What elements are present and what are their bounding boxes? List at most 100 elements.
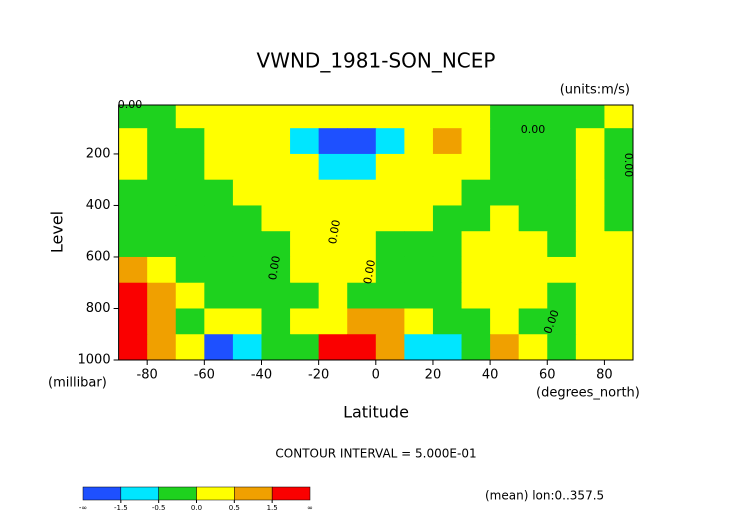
field-cell bbox=[547, 334, 577, 361]
field-cell bbox=[518, 179, 548, 206]
field-cell bbox=[347, 334, 377, 361]
field-cell bbox=[490, 153, 520, 181]
field-cell bbox=[347, 153, 377, 181]
colorbar-swatch bbox=[120, 486, 159, 501]
field-cell bbox=[404, 256, 434, 284]
field-cell bbox=[375, 179, 405, 206]
field-cell bbox=[147, 256, 177, 284]
field-cell bbox=[147, 105, 177, 129]
field-cell bbox=[518, 231, 548, 258]
field-cell bbox=[318, 153, 348, 181]
field-cell bbox=[204, 334, 234, 361]
field-cell bbox=[461, 179, 491, 206]
field-cell bbox=[232, 282, 262, 309]
field-cell bbox=[375, 308, 405, 335]
field-cell bbox=[118, 256, 148, 284]
field-cell bbox=[232, 256, 262, 284]
field-cell bbox=[175, 179, 205, 206]
note: (mean) lon:0..357.5 bbox=[485, 489, 604, 503]
field-cell bbox=[232, 153, 262, 181]
field-cell bbox=[204, 128, 234, 155]
field-cell bbox=[490, 205, 520, 232]
field-cell bbox=[575, 153, 605, 181]
field-cell bbox=[375, 105, 405, 129]
field-cell bbox=[547, 153, 577, 181]
field-cell bbox=[175, 256, 205, 284]
y-tick-label: 800 bbox=[86, 301, 111, 316]
field-cell bbox=[490, 105, 520, 129]
field-cell bbox=[318, 256, 348, 284]
field-cell bbox=[461, 105, 491, 129]
field-cell bbox=[261, 256, 291, 284]
field-cell bbox=[575, 231, 605, 258]
field-cell bbox=[318, 205, 348, 232]
field-cell bbox=[604, 128, 634, 155]
field-cell bbox=[432, 308, 463, 335]
field-cell bbox=[604, 334, 634, 361]
field-cell bbox=[118, 105, 148, 129]
field-cell bbox=[118, 179, 148, 206]
field-cell bbox=[261, 128, 291, 155]
field-cell bbox=[547, 179, 577, 206]
field-cell bbox=[404, 128, 434, 155]
field-cell bbox=[404, 308, 434, 335]
field-cell bbox=[232, 179, 262, 206]
y-tick-label: 600 bbox=[86, 249, 111, 264]
field-cell bbox=[261, 231, 291, 258]
field-cell bbox=[575, 105, 605, 129]
field-cell bbox=[461, 231, 491, 258]
field-cell bbox=[118, 153, 148, 181]
field-cell bbox=[232, 128, 262, 155]
field-cell bbox=[490, 282, 520, 309]
field-cell bbox=[518, 334, 548, 361]
field-cell bbox=[547, 205, 577, 232]
colorbar-swatch bbox=[271, 486, 311, 501]
field-cell bbox=[232, 334, 262, 361]
x-tick-label: -40 bbox=[251, 368, 272, 383]
colorbar-end: ∞ bbox=[307, 504, 313, 512]
field-cell bbox=[547, 128, 577, 155]
field-cell bbox=[490, 256, 520, 284]
x-label: Latitude bbox=[343, 403, 409, 422]
field-cell bbox=[604, 308, 634, 335]
field-cell bbox=[261, 205, 291, 232]
x-tick-label: 40 bbox=[482, 368, 499, 383]
field-cell bbox=[175, 153, 205, 181]
field-cell bbox=[290, 105, 320, 129]
field-cell bbox=[147, 205, 177, 232]
y-tick-label: 1000 bbox=[78, 353, 111, 368]
field-cell bbox=[147, 179, 177, 206]
field-cell bbox=[461, 334, 491, 361]
field-cell bbox=[432, 282, 463, 309]
field-cell bbox=[204, 308, 234, 335]
field-cell bbox=[261, 334, 291, 361]
field-cell bbox=[318, 334, 348, 361]
field-cell bbox=[518, 308, 548, 335]
field-cell bbox=[175, 308, 205, 335]
field-cell bbox=[404, 105, 434, 129]
field-cell bbox=[604, 105, 634, 129]
colorbar-label: 1.5 bbox=[267, 504, 278, 512]
colorbar-swatch bbox=[234, 486, 273, 501]
field-cell bbox=[204, 282, 234, 309]
field-cell bbox=[290, 128, 320, 155]
field-cell bbox=[347, 256, 377, 284]
field-cell bbox=[318, 128, 348, 155]
field bbox=[118, 105, 634, 361]
field-cell bbox=[147, 334, 177, 361]
field-cell bbox=[518, 282, 548, 309]
field-cell bbox=[232, 308, 262, 335]
field-cell bbox=[375, 256, 405, 284]
field-cell bbox=[118, 128, 148, 155]
x-tick-label: 60 bbox=[539, 368, 556, 383]
x-tick-label: -20 bbox=[308, 368, 329, 383]
field-cell bbox=[547, 308, 577, 335]
field-cell bbox=[204, 105, 234, 129]
field-cell bbox=[404, 179, 434, 206]
field-cell bbox=[461, 256, 491, 284]
field-cell bbox=[118, 282, 148, 309]
field-cell bbox=[432, 334, 463, 361]
y-tick-label: 400 bbox=[86, 198, 111, 213]
field-cell bbox=[375, 153, 405, 181]
